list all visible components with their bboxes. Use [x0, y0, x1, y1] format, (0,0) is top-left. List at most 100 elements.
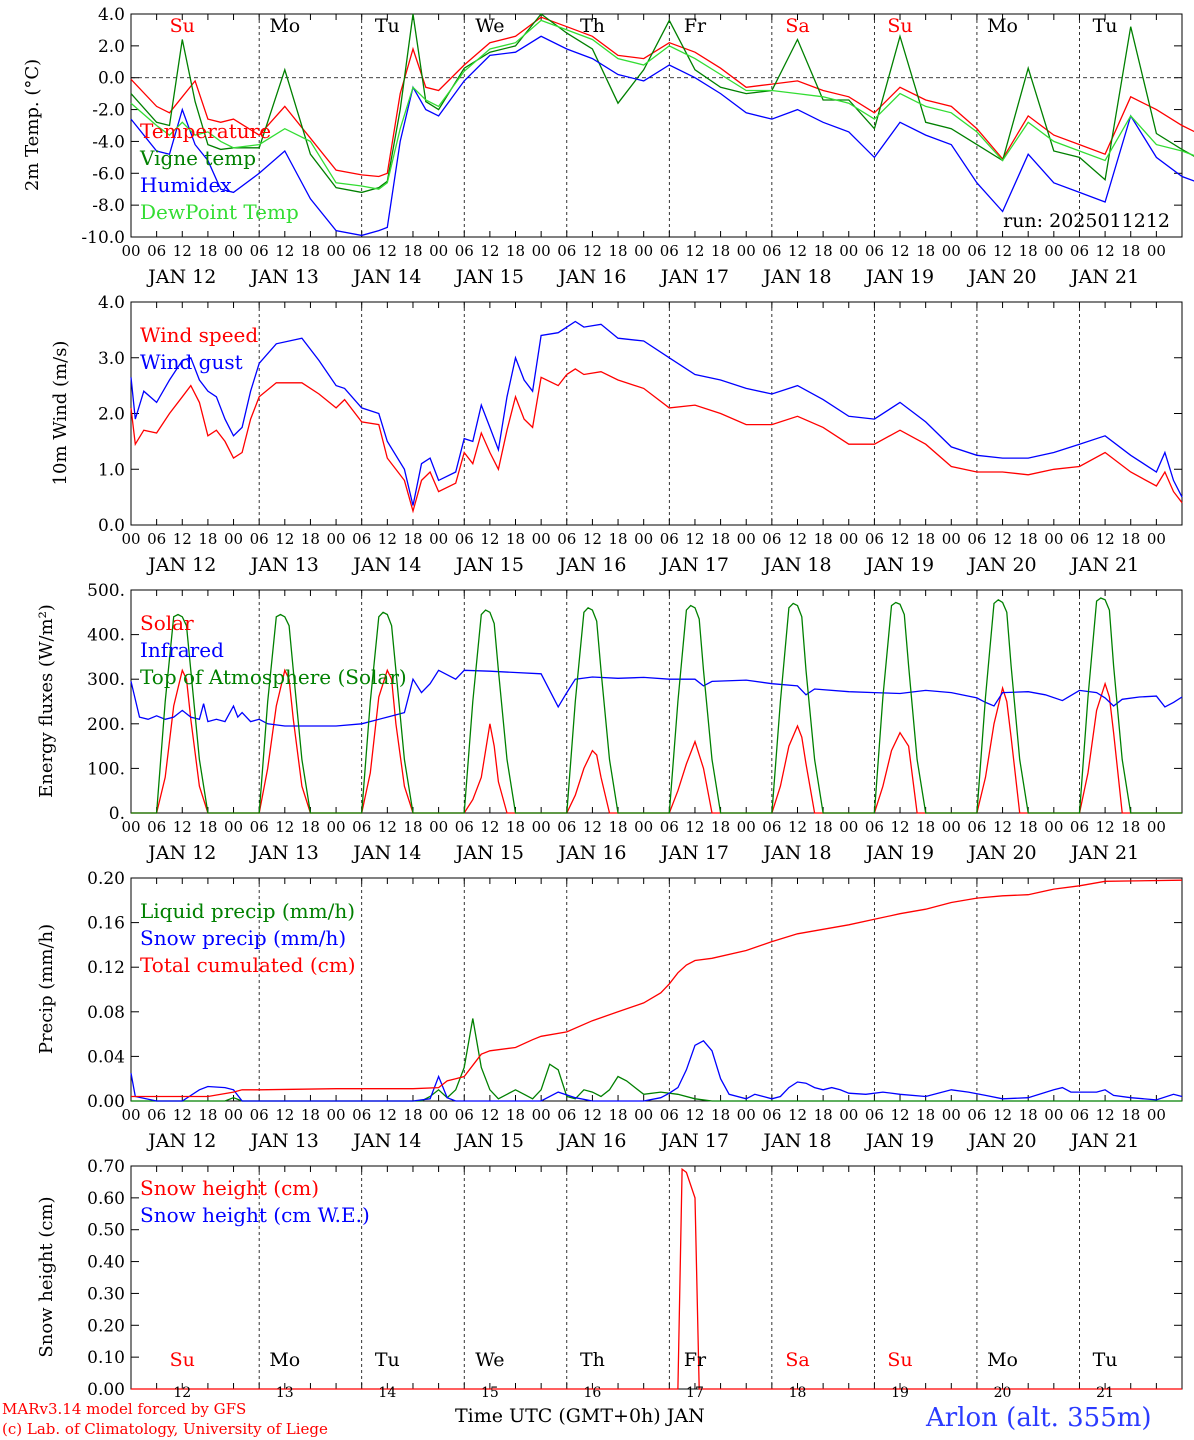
hour-label: 12: [890, 818, 909, 836]
day-name-label: We: [475, 15, 504, 37]
hour-label: 06: [455, 818, 474, 836]
hour-label: 06: [1070, 1106, 1089, 1124]
date-label: JAN 13: [249, 554, 319, 576]
hour-label: 06: [967, 530, 986, 548]
date-label: JAN 19: [864, 1130, 934, 1152]
y-tick-label: 200.: [87, 715, 125, 735]
hour-label: 00: [327, 818, 346, 836]
y-tick-label: 500.: [87, 581, 125, 601]
y-tick-label: 0.40: [87, 1253, 125, 1273]
date-label: JAN 14: [351, 1130, 421, 1152]
date-label: JAN 20: [966, 554, 1036, 576]
y-tick-label: 2.0: [98, 405, 125, 425]
y-tick-label: 0.00: [87, 1092, 125, 1112]
hour-label: 12: [378, 530, 397, 548]
series-line-total-cumulated-cm-: [131, 879, 1183, 1098]
hour-label: 12: [685, 818, 704, 836]
hour-label: 12: [173, 242, 192, 260]
hour-label: 06: [352, 242, 371, 260]
lab-credit: (c) Lab. of Climatology, University of L…: [2, 1420, 328, 1438]
y-tick-label: 0.: [109, 804, 125, 824]
hour-label: 06: [455, 530, 474, 548]
hour-label: 18: [1121, 530, 1140, 548]
y-tick-label: 100.: [87, 759, 125, 779]
hour-label: 00: [942, 530, 961, 548]
hour-label: 00: [121, 818, 140, 836]
date-label: JAN 21: [1069, 1130, 1139, 1152]
day-number-label: 19: [891, 1385, 909, 1400]
day-name-label: Tu: [375, 1349, 400, 1371]
series-line-wind-gust: [130, 320, 1183, 506]
hour-label: 18: [609, 1106, 628, 1124]
legend-label: Temperature: [140, 119, 271, 143]
hour-label: 18: [1121, 818, 1140, 836]
hour-label: 00: [532, 530, 551, 548]
hour-label: 12: [890, 242, 909, 260]
x-axis-label: Time UTC (GMT+0h) JAN: [455, 1405, 705, 1427]
y-tick-label: 0.20: [87, 869, 125, 889]
hour-label: 18: [1019, 1106, 1038, 1124]
hour-label: 06: [147, 818, 166, 836]
legend-label: Snow height (cm W.E.): [140, 1203, 370, 1227]
hour-label: 18: [403, 530, 422, 548]
hour-label: 18: [506, 242, 525, 260]
day-name-label: Th: [580, 15, 605, 37]
day-name-label: Mo: [987, 15, 1018, 37]
y-tick-label: 0.12: [87, 958, 125, 978]
hour-label: 00: [429, 818, 448, 836]
hour-label: 12: [275, 242, 294, 260]
hour-label: 12: [378, 242, 397, 260]
y-tick-label: 1.0: [98, 460, 125, 480]
date-label: JAN 21: [1069, 554, 1139, 576]
hour-label: 06: [1070, 818, 1089, 836]
y-tick-label: 0.30: [87, 1284, 125, 1304]
hour-label: 00: [532, 818, 551, 836]
y-axis-label: Precip (mm/h): [36, 924, 57, 1054]
date-label: JAN 12: [146, 554, 216, 576]
hour-label: 18: [301, 242, 320, 260]
series-line-wind-speed: [130, 368, 1183, 514]
hour-label: 18: [506, 530, 525, 548]
y-tick-label: 400.: [87, 626, 125, 646]
y-tick-label: 0.60: [87, 1189, 125, 1209]
station-label: Arlon (alt. 355m): [926, 1403, 1152, 1433]
day-number-label: 12: [173, 1385, 191, 1400]
hour-label: 18: [711, 242, 730, 260]
hour-label: 18: [814, 530, 833, 548]
date-label: JAN 19: [864, 266, 934, 288]
date-label: JAN 21: [1069, 266, 1139, 288]
hour-label: 00: [942, 242, 961, 260]
hour-label: 18: [814, 1106, 833, 1124]
hour-label: 12: [275, 530, 294, 548]
hour-label: 18: [506, 818, 525, 836]
hour-label: 00: [532, 1106, 551, 1124]
legend-label: Solar: [140, 611, 194, 635]
hour-label: 00: [1044, 242, 1063, 260]
date-label: JAN 12: [146, 842, 216, 864]
hour-label: 06: [762, 242, 781, 260]
series-line-solar: [131, 668, 1182, 814]
hour-label: 12: [583, 530, 602, 548]
hour-label: 18: [1019, 242, 1038, 260]
hour-label: 12: [788, 1106, 807, 1124]
hour-label: 06: [865, 818, 884, 836]
date-label: JAN 12: [146, 266, 216, 288]
hour-label: 12: [583, 242, 602, 260]
day-name-label: Tu: [1093, 1349, 1118, 1371]
hour-label: 12: [788, 242, 807, 260]
date-label: JAN 18: [761, 554, 831, 576]
hour-label: 06: [557, 530, 576, 548]
day-name-label: Su: [170, 1349, 195, 1371]
date-label: JAN 14: [351, 842, 421, 864]
hour-label: 00: [121, 242, 140, 260]
hour-label: 12: [993, 242, 1012, 260]
hour-label: 00: [327, 530, 346, 548]
hour-label: 18: [301, 1106, 320, 1124]
y-tick-label: 0.0: [98, 516, 125, 536]
hour-label: 00: [224, 1106, 243, 1124]
hour-label: 12: [1096, 1106, 1115, 1124]
y-tick-label: -4.0: [92, 132, 125, 152]
hour-label: 00: [1044, 530, 1063, 548]
chart-panel-1: 4.0 2.0 0.0 -2.0 -4.0 -6.0 -8.0 -10.0 2m Temp. (…: [22, 5, 1194, 288]
hour-label: 00: [737, 530, 756, 548]
